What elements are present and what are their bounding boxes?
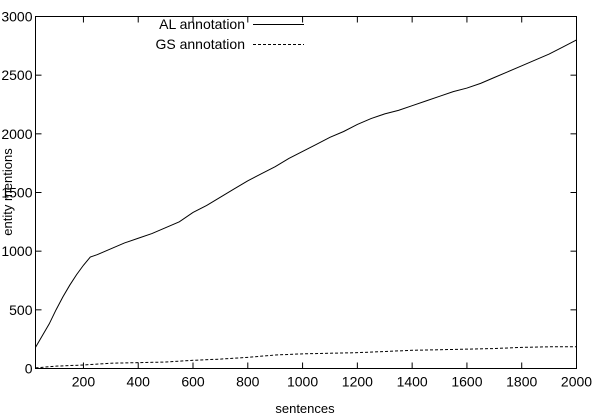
y-tick-label: 1000 [1, 243, 32, 259]
x-tick-label: 1800 [506, 374, 537, 390]
x-tick-label: 1400 [397, 374, 428, 390]
plot-frame [35, 16, 577, 369]
series-line-gs-annotation [35, 346, 577, 369]
x-axis: 200 400 600 800 1000 1200 1400 1600 1800 2000 [72, 16, 592, 390]
y-tick-label: 2500 [1, 67, 32, 83]
series-lines [35, 39, 577, 369]
x-tick-label: 600 [181, 374, 205, 390]
legend: AL annotation GS annotation [155, 16, 304, 52]
x-tick-label: 1000 [287, 374, 318, 390]
y-axis: 0 500 1000 1500 2000 2500 3000 [1, 9, 577, 377]
x-tick-label: 1200 [342, 374, 373, 390]
plot-area: 0 500 1000 1500 2000 2500 3000 200 400 600 800 100… [1, 9, 592, 390]
x-tick-label: 2000 [561, 374, 592, 390]
y-tick-label: 2000 [1, 126, 32, 142]
x-tick-label: 400 [127, 374, 151, 390]
y-tick-label: 0 [25, 361, 33, 377]
legend-label-al: AL annotation [159, 16, 245, 32]
y-tick-label: 3000 [1, 9, 32, 25]
x-tick-label: 1600 [451, 374, 482, 390]
y-tick-label: 1500 [1, 185, 32, 201]
series-line-al-annotation [35, 39, 577, 348]
legend-label-gs: GS annotation [155, 36, 245, 52]
y-tick-label: 500 [9, 302, 33, 318]
x-axis-title: sentences [275, 401, 335, 416]
x-tick-label: 200 [72, 374, 96, 390]
y-axis-title: entity mentions [0, 148, 15, 236]
x-tick-label: 800 [236, 374, 260, 390]
